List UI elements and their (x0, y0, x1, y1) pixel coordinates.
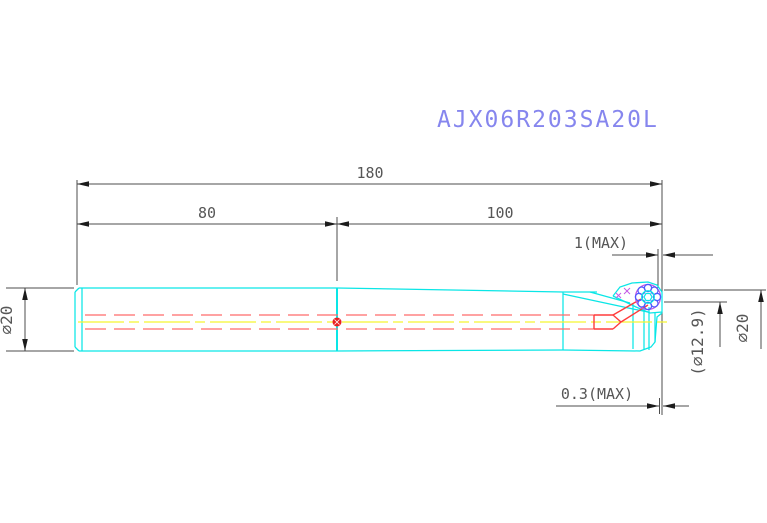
dimension-shank-flute-lengths: 80 100 (77, 204, 662, 227)
insert-seat-hatch (615, 287, 631, 299)
dimension-insert-inscribed-circle: (⌀12.9) (688, 302, 723, 376)
centerlines (78, 314, 668, 330)
shank-diameter-label: ⌀20 (0, 306, 16, 335)
shank-length-label: 80 (198, 204, 216, 222)
dimension-overall-length: 180 (77, 164, 662, 187)
overall-length-label: 180 (356, 164, 383, 182)
dimension-cutting-diameter: ⌀20 (733, 290, 764, 349)
insert-screw (634, 283, 662, 311)
cutting-diameter-label: ⌀20 (733, 314, 752, 343)
insert-inscribed-diameter-label: (⌀12.9) (688, 308, 707, 375)
face-offset-label: 0.3(MAX) (561, 385, 633, 403)
tip-protrusion-label: 1(MAX) (574, 234, 628, 252)
drawing-title: AJX06R203SA20L (437, 107, 659, 133)
dimension-face-offset: 0.3(MAX) (556, 385, 689, 409)
centerline-datum-point (332, 317, 342, 327)
coolant-pocket-outline (593, 298, 649, 330)
dimension-shank-diameter: ⌀20 (0, 288, 28, 351)
flute-length-label: 100 (486, 204, 513, 222)
dimension-tip-protrusion: 1(MAX) (574, 234, 713, 258)
tool-body-outline (74, 281, 663, 352)
